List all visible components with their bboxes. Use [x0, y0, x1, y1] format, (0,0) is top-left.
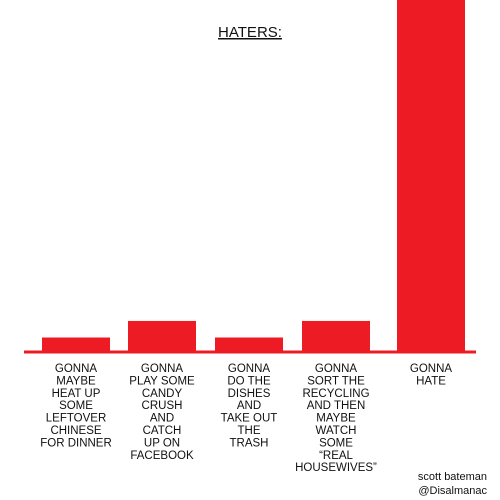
bar-3 — [215, 337, 283, 352]
bars-group — [42, 0, 465, 352]
category-label-line: SOME — [319, 437, 353, 449]
category-label-line: GONNA — [410, 363, 453, 375]
category-label-line: MAYBE — [316, 413, 356, 425]
category-label-line: GONNA — [55, 363, 98, 375]
category-label-5: GONNA HATE — [410, 363, 453, 387]
bar-4 — [302, 320, 370, 352]
category-label-3: GONNA DO THE DISHES AND TAKE OUT THE TRASH — [221, 363, 278, 449]
category-label-1: GONNA MAYBE HEAT UP SOME LEFTOVER CHINESE FOR … — [40, 363, 112, 449]
bar-2 — [128, 320, 196, 352]
category-label-line: AND — [237, 400, 261, 412]
category-label-line: DO THE — [227, 375, 271, 387]
category-label-line: SORT THE — [307, 375, 365, 387]
category-label-line: “REAL — [319, 450, 353, 462]
chart-title: HATERS: — [218, 24, 282, 41]
bar-5 — [397, 0, 465, 352]
category-label-line: FOR DINNER — [40, 437, 112, 449]
category-label-line: TRASH — [230, 437, 269, 449]
category-label-line: RECYCLING — [302, 388, 369, 400]
category-label-2: GONNA PLAY SOME CANDY CRUSH AND CATCH UP ON FAC… — [129, 363, 195, 462]
category-label-line: UP ON — [144, 437, 180, 449]
category-label-line: FACEBOOK — [130, 450, 194, 462]
category-label-line: DISHES — [228, 388, 271, 400]
category-label-line: SOME — [59, 400, 93, 412]
bar-1 — [42, 337, 110, 352]
credit-handle: @Disalmanac — [418, 485, 487, 497]
category-label-line: THE — [238, 425, 261, 437]
credit-author: scott bateman — [418, 471, 487, 483]
category-label-line: TAKE OUT — [221, 413, 278, 425]
category-label-line: WATCH — [316, 425, 357, 437]
category-label-line: GONNA — [315, 363, 358, 375]
category-label-line: AND THEN — [307, 400, 366, 412]
category-labels-group: GONNA MAYBE HEAT UP SOME LEFTOVER CHINESE FOR … — [40, 363, 452, 474]
category-label-line: CATCH — [143, 425, 182, 437]
category-label-line: PLAY SOME — [129, 375, 195, 387]
category-label-line: CHINESE — [50, 425, 101, 437]
category-label-line: CANDY — [142, 388, 183, 400]
category-label-4: GONNA SORT THE RECYCLING AND THEN MAYBE WATCH… — [295, 363, 377, 474]
category-label-line: HEAT UP — [52, 388, 101, 400]
category-label-line: GONNA — [141, 363, 184, 375]
category-label-line: HOUSEWIVES” — [295, 462, 377, 474]
category-label-line: LEFTOVER — [46, 413, 107, 425]
category-label-line: HATE — [416, 375, 446, 387]
category-label-line: GONNA — [228, 363, 271, 375]
category-label-line: MAYBE — [56, 375, 96, 387]
category-label-line: CRUSH — [142, 400, 183, 412]
category-label-line: AND — [150, 413, 174, 425]
